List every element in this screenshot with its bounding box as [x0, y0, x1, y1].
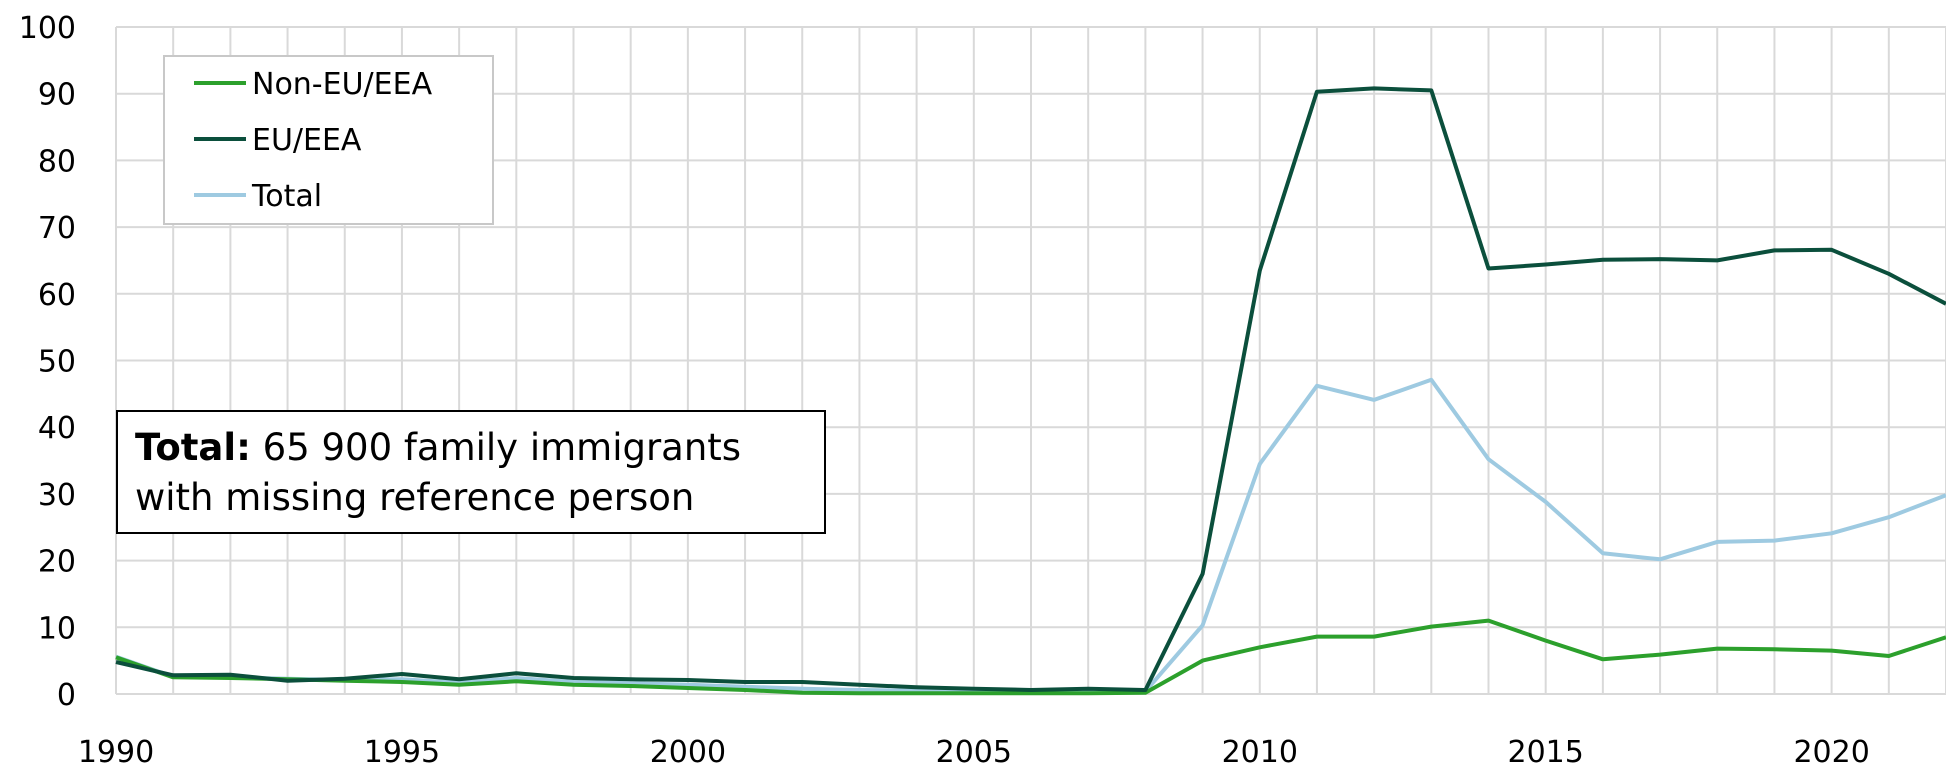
y-tick-label: 20	[38, 545, 76, 580]
annotation-line-1: Total: 65 900 family immigrants	[135, 426, 741, 469]
legend-label-total: Total	[251, 179, 322, 214]
legend-item-total: Total	[194, 179, 322, 214]
y-tick-label: 90	[38, 78, 76, 113]
legend-label-eu-eea: EU/EEA	[252, 123, 362, 158]
legend-item-eu-eea: EU/EEA	[194, 123, 362, 158]
x-tick-label: 1995	[364, 735, 440, 767]
series-lines	[115, 86, 1946, 696]
x-axis: 1990 1995 2000 2005 2010 2015 2020	[78, 735, 1870, 767]
legend-label-non-eu-eea: Non-EU/EEA	[252, 67, 433, 102]
y-tick-label: 10	[38, 611, 76, 646]
legend: Non-EU/EEA EU/EEA Total	[163, 55, 494, 225]
x-tick-label: 2000	[650, 735, 726, 767]
y-tick-label: 70	[38, 211, 76, 246]
x-tick-label: 2015	[1508, 735, 1584, 767]
y-tick-label: 50	[38, 345, 76, 380]
y-axis: 0 10 20 30 40 50 60 70 80 90 100	[19, 11, 76, 713]
y-tick-label: 80	[38, 144, 76, 179]
series-line-non-eu-eea	[115, 618, 1946, 696]
x-tick-label: 2020	[1793, 735, 1869, 767]
y-tick-label: 40	[38, 411, 76, 446]
x-tick-label: 2005	[936, 735, 1012, 767]
y-tick-label: 100	[19, 11, 76, 46]
x-tick-label: 2010	[1222, 735, 1298, 767]
series-line-eu-eea	[115, 86, 1946, 692]
x-tick-label: 1990	[78, 735, 154, 767]
y-tick-label: 30	[38, 478, 76, 513]
annotation-frame	[116, 410, 826, 534]
annotation-line-2: with missing reference person	[135, 476, 694, 519]
y-tick-label: 60	[38, 278, 76, 313]
y-tick-label: 0	[57, 678, 76, 713]
annotation-box: Total: 65 900 family immigrants with mis…	[116, 410, 826, 534]
annotation-line-1-text: 65 900 family immigrants	[251, 426, 741, 469]
legend-item-non-eu-eea: Non-EU/EEA	[194, 67, 433, 102]
annotation-bold: Total:	[135, 426, 251, 469]
